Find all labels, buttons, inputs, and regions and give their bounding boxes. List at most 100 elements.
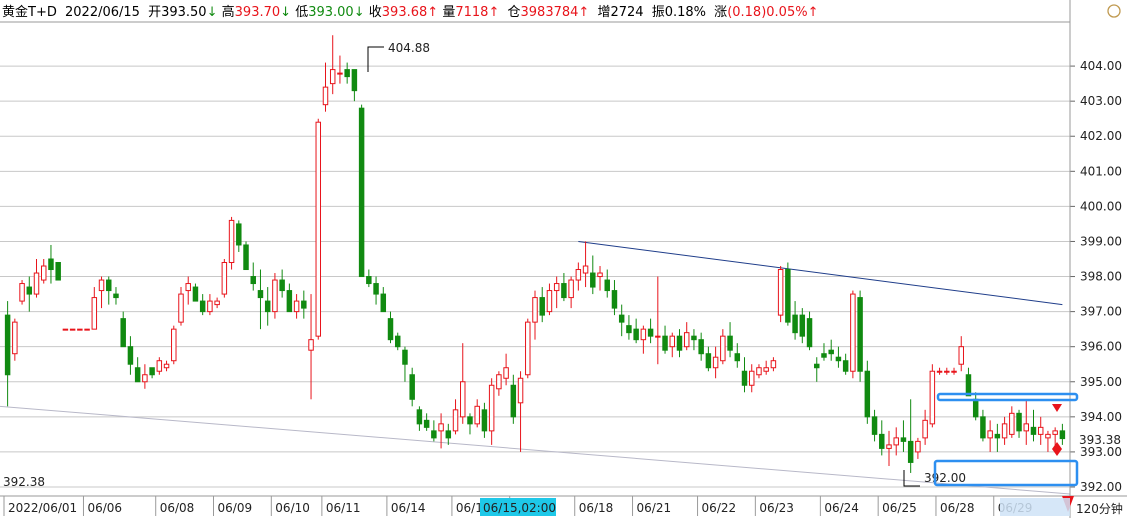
candle-61 — [445, 423, 452, 445]
candle-80 — [582, 241, 589, 288]
candle-body — [98, 279, 105, 292]
candle-body — [120, 318, 126, 348]
candle-body — [438, 423, 444, 432]
candle-body — [814, 363, 820, 369]
upper-trendline[interactable] — [578, 240, 1063, 306]
support-box[interactable] — [933, 459, 1079, 487]
candle-body — [763, 367, 769, 372]
candle-body — [842, 360, 849, 372]
candle-119 — [864, 360, 871, 424]
low-marker-label: 392.00 — [924, 471, 966, 485]
candle-140 — [1016, 409, 1022, 438]
candle-body — [12, 321, 18, 355]
y-tick-label-5: 397.00 — [1080, 305, 1122, 319]
candle-body — [691, 335, 697, 341]
candle-body — [785, 269, 791, 323]
candle-27 — [199, 294, 206, 316]
candle-34 — [250, 262, 256, 291]
candle-body — [337, 72, 343, 75]
candle-71 — [517, 371, 524, 452]
candle-73 — [532, 290, 538, 340]
candle-69 — [503, 353, 509, 386]
y-tick-label-4: 396.00 — [1080, 340, 1122, 354]
candle-body — [1016, 412, 1022, 432]
candle-body — [171, 328, 177, 362]
candle-59 — [431, 420, 437, 442]
candle-58 — [423, 413, 430, 431]
x-tick-label-14: 06/25 — [882, 501, 917, 515]
candle-body — [445, 430, 452, 439]
candle-127 — [922, 409, 928, 445]
candle-body — [683, 332, 690, 348]
candle-body — [496, 374, 502, 390]
x-tick-label-13: 06/24 — [824, 501, 859, 515]
candle-57 — [416, 406, 423, 431]
candle-body — [972, 398, 979, 418]
candle-33 — [243, 241, 249, 271]
candle-67 — [488, 378, 495, 445]
candle-109 — [792, 301, 798, 340]
candle-body — [640, 328, 647, 341]
candle-body — [582, 265, 589, 274]
candle-6 — [48, 244, 54, 284]
y-tick-label-3: 395.00 — [1080, 375, 1122, 389]
candle-body — [1023, 423, 1030, 432]
candle-81 — [590, 255, 596, 295]
candle-body — [748, 370, 755, 386]
candle-body — [402, 349, 408, 365]
candle-body — [91, 297, 98, 330]
candle-body — [344, 69, 350, 78]
candle-28 — [207, 294, 213, 316]
resistance-box[interactable] — [936, 392, 1079, 402]
candle-126 — [915, 437, 921, 459]
candle-40 — [293, 294, 300, 319]
candle-49 — [358, 104, 365, 278]
candle-115 — [835, 346, 842, 368]
candle-body — [792, 314, 798, 334]
candle-35 — [257, 269, 264, 330]
candle-body — [676, 335, 683, 351]
candle-65 — [474, 399, 480, 428]
candle-body — [380, 293, 387, 313]
y-tick-label-1: 393.00 — [1080, 445, 1122, 459]
candle-47 — [344, 62, 350, 84]
trendlines — [0, 240, 1071, 495]
candle-body — [698, 339, 704, 355]
header-ohlc: 黄金T+D 2022/06/15 开393.50↓ 高393.70↓ 低393.… — [2, 4, 818, 20]
candle-143 — [1037, 416, 1044, 445]
candle-10 — [77, 328, 83, 331]
candle-123 — [893, 427, 899, 456]
candle-body — [662, 335, 668, 351]
settings-circle-icon[interactable] — [1107, 4, 1121, 18]
y-tick-label-9: 401.00 — [1080, 164, 1122, 178]
candle-135 — [980, 409, 986, 442]
candle-body — [561, 283, 567, 299]
candle-107 — [777, 266, 784, 323]
candle-93 — [676, 329, 683, 358]
candle-122 — [886, 430, 892, 466]
crosshair-time-bg — [480, 498, 556, 516]
candle-body — [539, 297, 545, 316]
candle-138 — [1001, 416, 1008, 445]
candle-102 — [741, 357, 748, 393]
candle-body — [127, 346, 134, 365]
candle-133 — [965, 367, 972, 397]
candle-16 — [120, 311, 126, 348]
candle-body — [1045, 433, 1051, 439]
candle-body — [532, 297, 538, 323]
y-axis-ticks: 392.00 393.00 394.00 395.00 396.00 397.00 398.… — [1070, 59, 1122, 494]
candle-body — [850, 293, 856, 372]
candle-body — [893, 437, 899, 446]
candle-body — [900, 437, 907, 442]
x-tick-label-15: 06/28 — [940, 501, 975, 515]
candle-75 — [546, 283, 553, 316]
candle-body — [1052, 430, 1058, 435]
candle-body — [618, 314, 625, 323]
candle-body — [236, 223, 242, 246]
candle-body — [611, 290, 618, 309]
candle-body — [452, 409, 459, 432]
lower-trendline[interactable] — [0, 405, 1071, 495]
candle-body — [922, 419, 928, 439]
x-tick-label-5: 06/11 — [326, 501, 361, 515]
